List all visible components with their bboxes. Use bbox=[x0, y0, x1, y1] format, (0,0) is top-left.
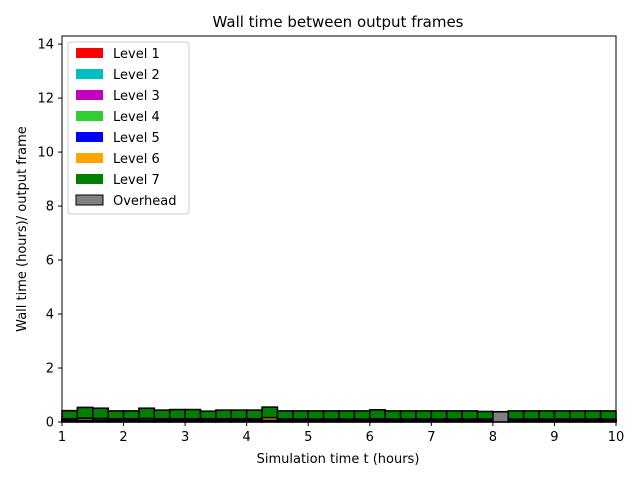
plot-frame bbox=[61, 35, 617, 423]
legend-label: Level 2 bbox=[113, 68, 160, 83]
y-tick-label: 6 bbox=[46, 254, 54, 269]
bar-level-7 bbox=[522, 410, 540, 420]
y-tick-label: 8 bbox=[46, 200, 54, 215]
bar-level-7 bbox=[445, 410, 463, 420]
bar-level-7 bbox=[122, 410, 140, 420]
bar-level-7 bbox=[584, 410, 602, 420]
bar-overhead bbox=[492, 410, 510, 423]
bar-level-7 bbox=[461, 410, 479, 420]
bar-level-7 bbox=[261, 406, 279, 419]
legend-label: Level 1 bbox=[113, 47, 160, 62]
legend-label: Level 3 bbox=[113, 89, 160, 104]
bar-level-7 bbox=[569, 410, 587, 420]
bar-level-7 bbox=[399, 410, 417, 420]
legend-label: Level 4 bbox=[113, 110, 160, 125]
bar-level-7 bbox=[307, 410, 325, 420]
legend-swatch bbox=[76, 174, 103, 184]
bar-level-7 bbox=[276, 410, 294, 420]
x-tick-label: 10 bbox=[608, 430, 625, 445]
y-tick-label: 2 bbox=[46, 362, 54, 377]
bar-level-7 bbox=[138, 407, 156, 420]
x-tick-label: 5 bbox=[304, 430, 312, 445]
legend-label: Level 7 bbox=[113, 173, 160, 188]
bar-level-7 bbox=[91, 407, 109, 420]
legend-swatch bbox=[76, 90, 103, 100]
bar-level-7 bbox=[476, 410, 494, 420]
bar-level-7 bbox=[507, 410, 525, 420]
bar-level-7 bbox=[107, 410, 125, 420]
bar-level-7 bbox=[430, 410, 448, 420]
chart-title: Wall time between output frames bbox=[213, 13, 464, 31]
y-tick-label: 12 bbox=[37, 92, 54, 107]
y-tick-label: 4 bbox=[46, 308, 54, 323]
bar-level-7 bbox=[61, 409, 79, 420]
bar-level-7 bbox=[215, 409, 233, 420]
x-tick-label: 3 bbox=[181, 430, 189, 445]
x-axis: 1 2 3 4 5 6 7 8 9 10 bbox=[58, 422, 624, 445]
bar-level-7 bbox=[153, 409, 171, 420]
bars bbox=[61, 406, 617, 423]
x-tick-label: 6 bbox=[366, 430, 374, 445]
legend-swatch bbox=[76, 69, 103, 79]
bar-level-7 bbox=[184, 408, 202, 420]
legend-swatch bbox=[76, 48, 103, 58]
bar-level-7 bbox=[322, 410, 340, 420]
bar-level-7 bbox=[599, 410, 617, 420]
y-tick-label: 0 bbox=[46, 416, 54, 431]
y-tick-label: 14 bbox=[37, 38, 54, 53]
bar-level-7 bbox=[538, 410, 556, 420]
y-tick-label: 10 bbox=[37, 146, 54, 161]
x-tick-label: 7 bbox=[427, 430, 435, 445]
x-tick-label: 2 bbox=[119, 430, 127, 445]
x-tick-label: 8 bbox=[489, 430, 497, 445]
legend-swatch bbox=[76, 111, 103, 121]
bar-level-7 bbox=[415, 410, 433, 420]
legend-box bbox=[67, 41, 190, 215]
bar-level-7 bbox=[230, 409, 248, 420]
legend-swatch bbox=[76, 132, 103, 142]
legend-label: Level 6 bbox=[113, 152, 160, 167]
bar-level-7 bbox=[353, 410, 371, 420]
bar-level-7 bbox=[553, 410, 571, 420]
bar-level-7 bbox=[384, 410, 402, 420]
y-axis-title: Wall time (hours)/ output frame bbox=[15, 126, 30, 332]
x-tick-label: 1 bbox=[58, 430, 66, 445]
legend: Level 1 Level 2 Level 3 Level 4 Level 5 Level… bbox=[67, 41, 190, 215]
bar-level-7 bbox=[368, 409, 386, 420]
bar-level-7 bbox=[292, 410, 310, 420]
legend-swatch bbox=[75, 194, 104, 206]
legend-label: Level 5 bbox=[113, 131, 160, 146]
bar-level-7 bbox=[76, 406, 94, 420]
bar-level-7 bbox=[199, 410, 217, 420]
x-tick-label: 9 bbox=[550, 430, 558, 445]
bar-level-7 bbox=[245, 409, 263, 420]
bar-level-7 bbox=[168, 408, 186, 420]
legend-swatch bbox=[76, 153, 103, 163]
y-axis: 0 2 4 6 8 10 12 14 bbox=[37, 38, 62, 431]
x-axis-title: Simulation time t (hours) bbox=[257, 452, 420, 467]
legend-label: Overhead bbox=[113, 194, 177, 209]
x-tick-label: 4 bbox=[243, 430, 251, 445]
bar-level-7 bbox=[338, 410, 356, 420]
